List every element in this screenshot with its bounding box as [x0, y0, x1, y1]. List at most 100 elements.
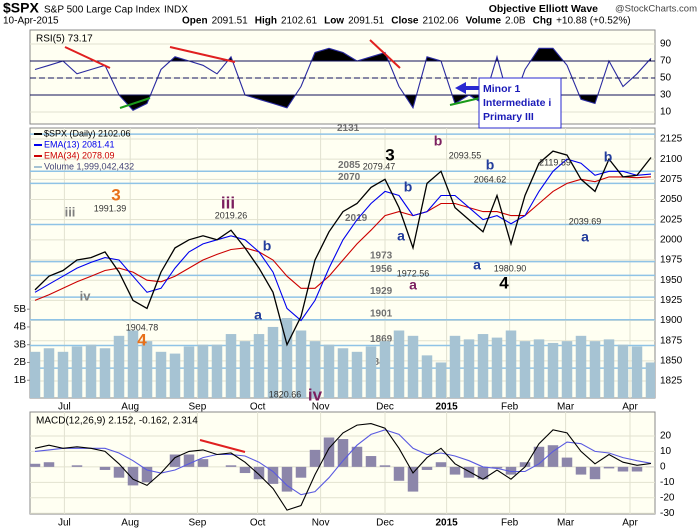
stat-value: 2102.61: [281, 16, 318, 27]
trendline: [369, 39, 401, 69]
x-tick-label: Aug: [121, 402, 139, 413]
bar: [211, 344, 223, 398]
bar: [43, 462, 55, 467]
callout-arrow: [455, 82, 479, 94]
bar: [645, 362, 655, 398]
bar: [631, 346, 643, 398]
level-label: 2085: [338, 160, 361, 171]
bar: [183, 454, 195, 467]
wave-label: 2019.26: [215, 210, 248, 220]
wave-label: b: [604, 149, 613, 165]
bar: [337, 348, 349, 398]
y-tick-label: -30: [660, 508, 675, 519]
bar: [477, 334, 489, 398]
y-tick-label: 70: [660, 56, 672, 67]
wave-label: 4: [137, 330, 147, 349]
bar: [421, 355, 433, 398]
bar: [281, 318, 293, 398]
exchange: INDX: [164, 5, 188, 16]
bar: [71, 465, 83, 467]
bar: [603, 339, 615, 398]
wave-label: 1991.39: [94, 203, 127, 213]
bar: [617, 466, 629, 472]
legend-label: $SPX (Daily) 2102.06: [44, 128, 131, 138]
y-tick-label: 10: [660, 107, 672, 118]
bar: [365, 346, 377, 398]
wave-label: 4: [499, 273, 509, 292]
bar: [225, 465, 237, 467]
bar: [379, 465, 391, 467]
index-name: S&P 500 Large Cap Index: [44, 5, 160, 16]
x-tick-label: Nov: [312, 518, 330, 529]
y-tick-label: 0: [660, 462, 666, 473]
level-label: 1869: [370, 334, 393, 345]
stat-value: +10.88 (+0.52%): [556, 16, 631, 27]
y-tick-label: 2025: [660, 214, 683, 225]
bar: [505, 330, 517, 398]
source: Objective Elliott Wave: [489, 3, 598, 15]
bar: [519, 462, 531, 467]
bar: [253, 466, 265, 480]
wave-label: 3: [111, 185, 120, 204]
x-tick-label: Feb: [501, 518, 519, 529]
x-tick-label: Oct: [250, 518, 266, 529]
date: 10-Apr-2015: [3, 16, 59, 27]
bar: [617, 344, 629, 398]
level-label: 1956: [370, 264, 393, 275]
wave-label: a: [397, 228, 405, 244]
bar: [533, 339, 545, 398]
wave-label: a: [254, 307, 262, 323]
bar: [337, 439, 349, 467]
panel-title: MACD(12,26,9) 2.152, -0.162, 2.314: [36, 416, 198, 427]
extreme-fill: [35, 95, 651, 111]
series-line: [34, 158, 652, 322]
y-tick-label: 1850: [660, 356, 683, 367]
bar: [99, 348, 111, 398]
stat-label: Close: [391, 16, 419, 27]
y-tick-label: 1950: [660, 275, 683, 286]
bar: [463, 466, 475, 478]
bar: [449, 335, 461, 398]
bar: [309, 449, 321, 467]
bar: [407, 466, 419, 492]
bar: [295, 330, 307, 398]
plot-area: [30, 150, 655, 398]
y2-tick-label: 3B: [14, 339, 27, 350]
level-label: 2019: [345, 213, 368, 224]
stat-label: Open: [182, 16, 208, 27]
callout-box: [478, 77, 562, 129]
bar: [533, 446, 545, 467]
bar: [113, 335, 125, 398]
legend-swatch: [34, 166, 42, 168]
bar: [589, 466, 601, 480]
level-label: 2070: [338, 172, 361, 183]
watermark: @StockCharts.com: [615, 4, 697, 15]
x-tick-label: Apr: [622, 518, 638, 529]
legend-label: Volume 1,999,042,432: [44, 161, 134, 171]
series-line: [34, 429, 652, 496]
y2-tick-label: 5B: [14, 304, 27, 315]
bar: [57, 351, 69, 398]
wave-label: a: [473, 257, 481, 273]
x-tick-label: Jul: [58, 518, 71, 529]
y2-tick-label: 2B: [14, 357, 27, 368]
wave-label: a: [581, 229, 589, 245]
bar: [547, 342, 559, 398]
bar: [71, 346, 83, 398]
bar: [491, 466, 503, 469]
callout-line: Minor 1: [483, 83, 520, 95]
x-tick-label: 2015: [435, 402, 458, 413]
stat-value: 2091.51: [212, 16, 249, 27]
bar: [141, 466, 153, 483]
bar: [421, 466, 433, 470]
bar: [631, 466, 643, 472]
legend-swatch: [34, 155, 42, 157]
panel: -30 -20 -10 0 10 20 Jul Aug Sep Oct Nov Dec 2015 Feb M…: [29, 411, 675, 529]
y-tick-label: 10: [660, 446, 672, 457]
x-tick-label: Dec: [376, 402, 394, 413]
wave-label: 2079.47: [363, 161, 396, 171]
bar: [519, 341, 531, 398]
y-tick-label: 2000: [660, 234, 683, 245]
